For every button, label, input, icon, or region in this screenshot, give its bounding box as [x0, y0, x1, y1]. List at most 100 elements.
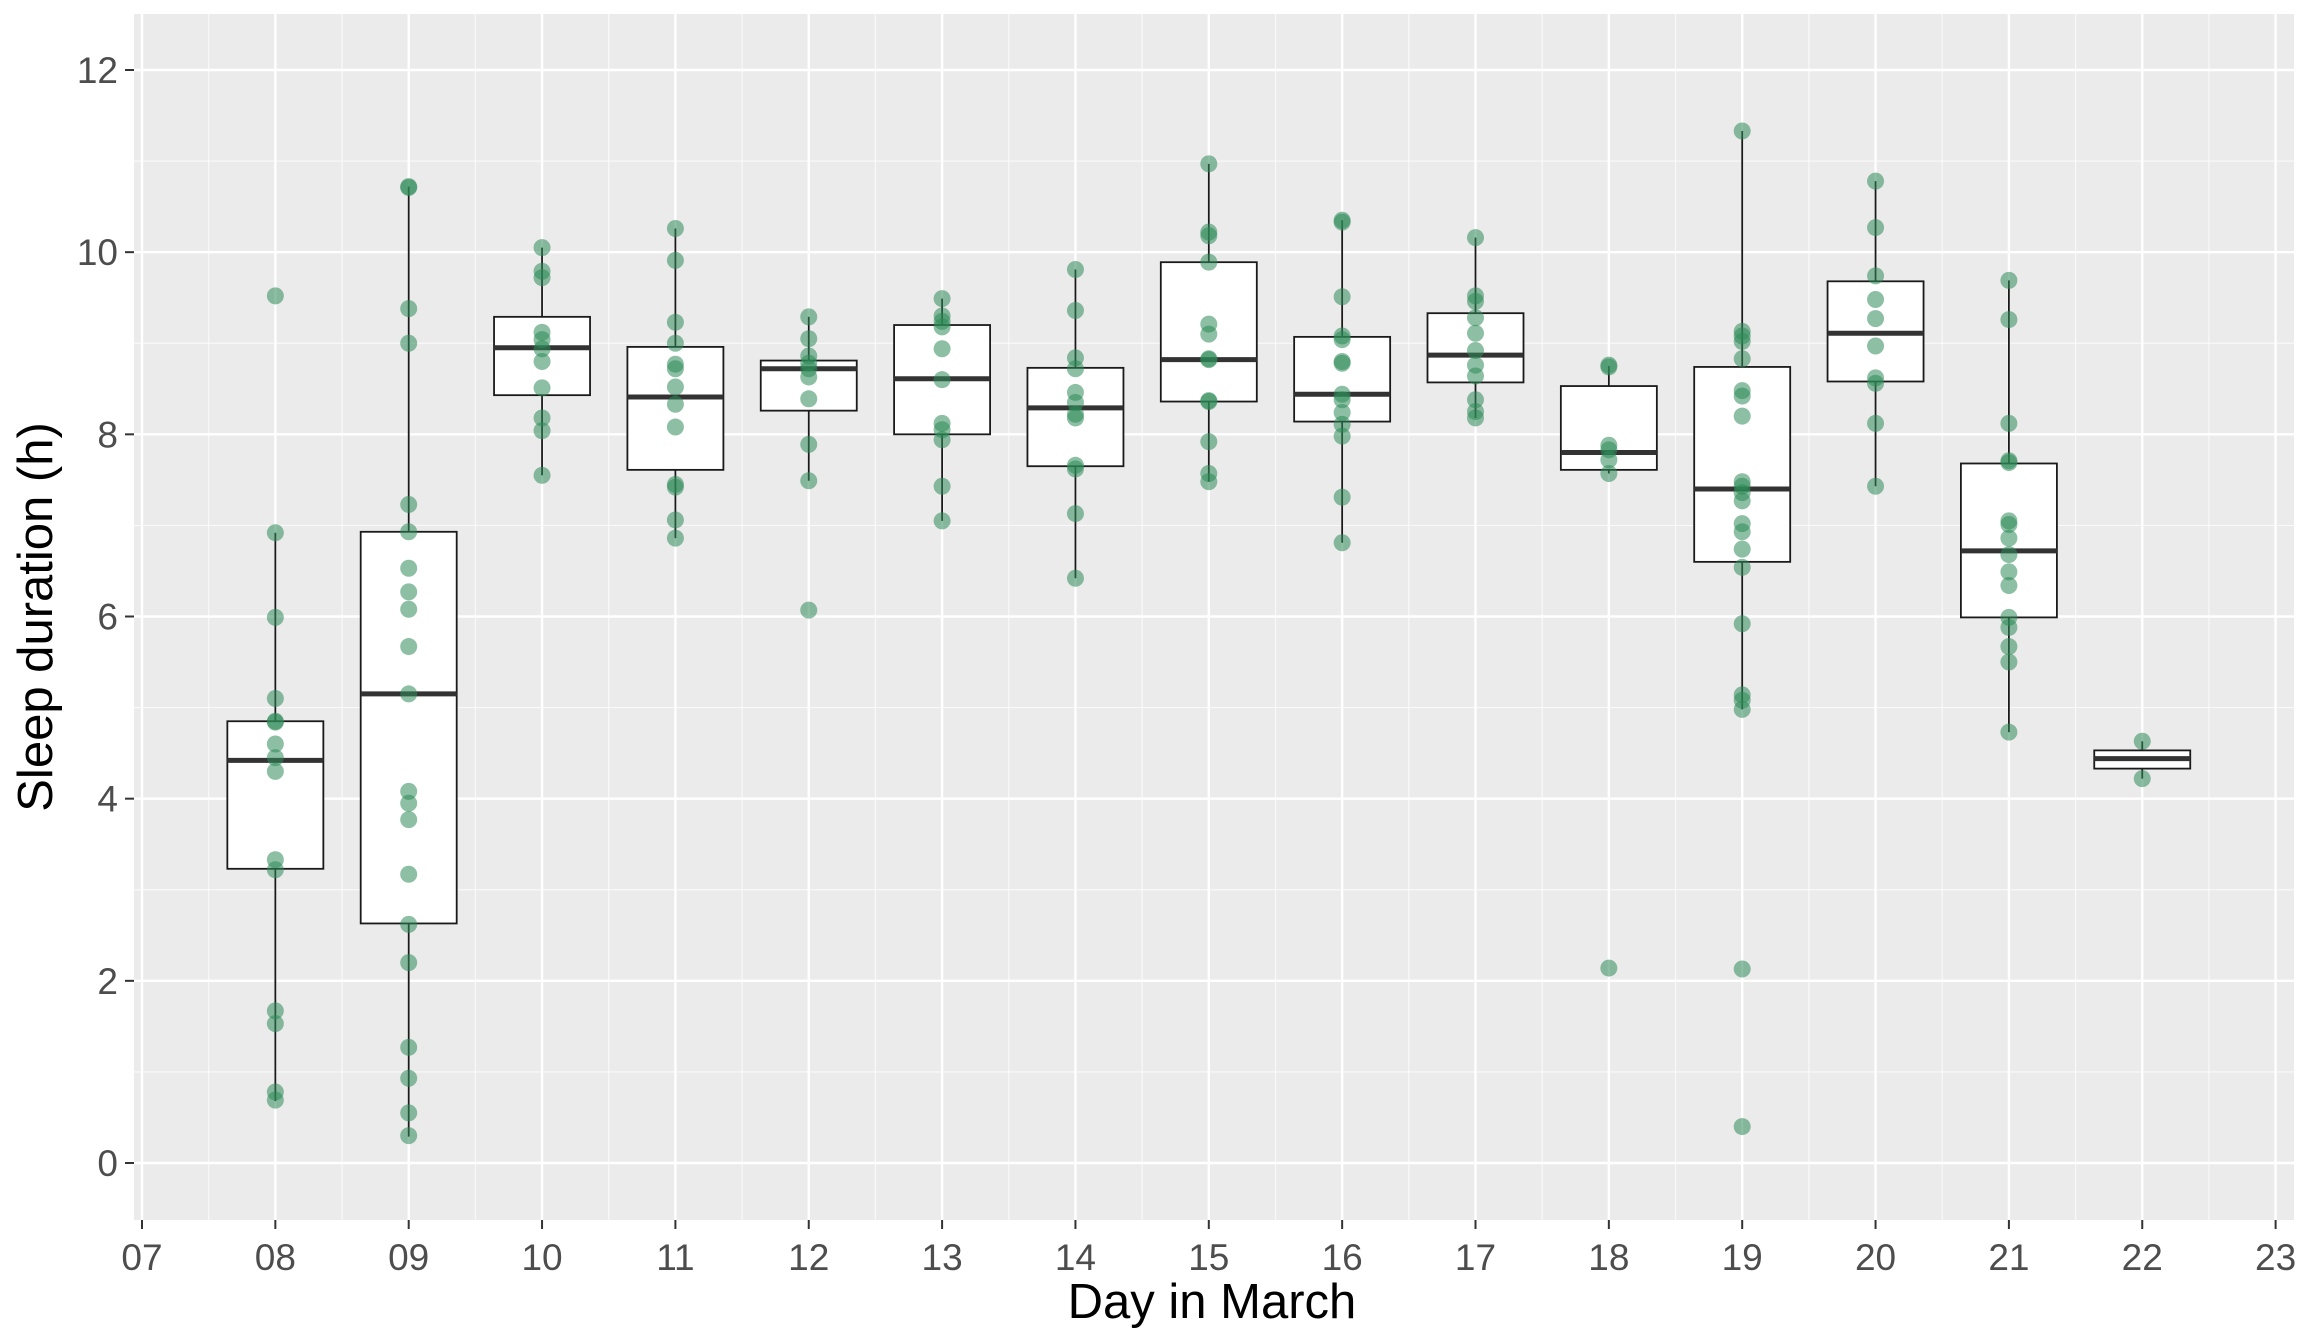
data-point — [1867, 219, 1885, 237]
data-point — [666, 395, 684, 413]
data-point — [666, 478, 684, 496]
data-point — [2133, 732, 2151, 750]
data-point — [533, 269, 551, 287]
data-point — [666, 378, 684, 396]
data-point — [2000, 454, 2018, 472]
data-point — [1867, 172, 1885, 190]
data-point — [1733, 960, 1751, 978]
data-point — [933, 340, 951, 358]
data-point — [1867, 477, 1885, 495]
x-tick-label: 22 — [2122, 1237, 2163, 1278]
data-point — [2000, 618, 2018, 636]
y-tick-label: 8 — [97, 414, 118, 455]
data-point — [2000, 577, 2018, 595]
x-tick-label: 20 — [1855, 1237, 1896, 1278]
y-tick-label: 4 — [97, 779, 118, 820]
y-tick-label: 10 — [77, 232, 118, 273]
x-tick-label: 19 — [1722, 1237, 1763, 1278]
data-point — [1333, 403, 1351, 421]
data-point — [1333, 415, 1351, 433]
data-point — [1333, 331, 1351, 349]
data-point — [1600, 959, 1618, 977]
data-point — [1333, 288, 1351, 306]
data-point — [800, 390, 818, 408]
data-point — [400, 794, 418, 812]
data-point — [933, 371, 951, 389]
data-point — [1733, 558, 1751, 576]
data-point — [1066, 505, 1084, 523]
data-point — [933, 318, 951, 336]
data-point — [1200, 393, 1218, 411]
data-point — [1333, 534, 1351, 552]
data-point — [1200, 253, 1218, 271]
x-tick-label: 18 — [1588, 1237, 1629, 1278]
x-tick-label: 13 — [922, 1237, 963, 1278]
y-tick-label: 2 — [97, 961, 118, 1002]
data-point — [1733, 122, 1751, 140]
data-point — [533, 352, 551, 370]
data-point — [1600, 358, 1618, 376]
data-point — [400, 600, 418, 618]
data-point — [533, 422, 551, 440]
data-point — [400, 559, 418, 577]
data-point — [1066, 360, 1084, 378]
data-point — [1467, 324, 1484, 342]
y-tick-label: 0 — [97, 1143, 118, 1184]
data-point — [933, 290, 951, 308]
data-point — [1467, 292, 1484, 310]
data-point — [400, 638, 418, 656]
data-point — [666, 418, 684, 436]
y-tick-label: 12 — [77, 50, 118, 91]
data-point — [1733, 523, 1751, 541]
data-point — [666, 511, 684, 529]
data-point — [1333, 354, 1351, 372]
data-point — [1467, 409, 1484, 427]
x-tick-label: 14 — [1055, 1237, 1096, 1278]
data-point — [533, 409, 551, 427]
data-point — [266, 713, 284, 731]
data-point — [1333, 391, 1351, 409]
x-tick-label: 08 — [255, 1237, 296, 1278]
data-point — [400, 178, 418, 196]
data-point — [1200, 325, 1218, 343]
data-point — [400, 954, 418, 972]
x-tick-label: 21 — [1988, 1237, 2029, 1278]
data-point — [400, 334, 418, 352]
data-point — [933, 477, 951, 495]
data-point — [1600, 464, 1618, 482]
data-point — [533, 379, 551, 397]
data-point — [1333, 427, 1351, 445]
data-point — [266, 1002, 284, 1020]
data-point — [400, 811, 418, 829]
data-point — [266, 689, 284, 707]
data-point — [1066, 569, 1084, 587]
data-point — [1066, 393, 1084, 411]
data-point — [1333, 213, 1351, 231]
data-point — [2000, 414, 2018, 432]
data-point — [400, 1069, 418, 1087]
x-tick-label: 12 — [788, 1237, 829, 1278]
y-tick-label: 6 — [97, 597, 118, 638]
data-point — [400, 300, 418, 318]
data-point — [266, 1091, 284, 1109]
data-point — [1733, 350, 1751, 368]
data-point — [666, 360, 684, 378]
x-tick-label: 07 — [121, 1237, 162, 1278]
data-point — [2000, 311, 2018, 329]
axis-layer: 07 08 09 10 11 12 13 14 15 16 17 18 19 20 21 22 23 0 2 4 6 8 1… — [77, 50, 2296, 1278]
data-point — [2000, 653, 2018, 671]
data-point — [666, 313, 684, 331]
data-point — [1867, 414, 1885, 432]
data-point — [400, 495, 418, 513]
data-point — [266, 608, 284, 626]
data-point — [2000, 516, 2018, 534]
data-point — [1467, 367, 1484, 385]
data-point — [1867, 337, 1885, 355]
data-point — [266, 735, 284, 753]
data-point — [933, 431, 951, 449]
data-point — [2000, 638, 2018, 656]
data-point — [1600, 451, 1618, 469]
data-point — [1867, 374, 1885, 392]
data-point — [1733, 492, 1751, 510]
